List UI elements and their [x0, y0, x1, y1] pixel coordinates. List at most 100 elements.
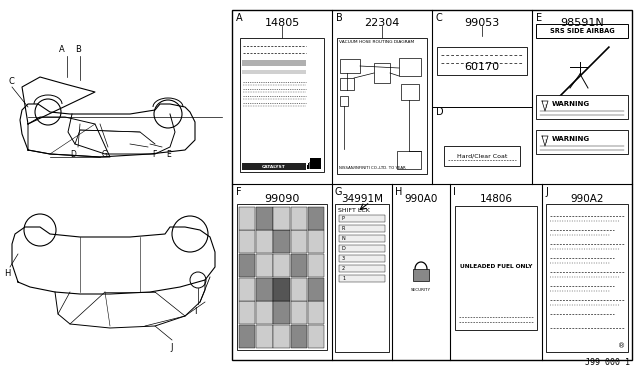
Text: SHIFT LCK: SHIFT LCK: [338, 208, 370, 213]
Text: 22304: 22304: [364, 18, 400, 28]
Bar: [308, 278, 324, 301]
Bar: [239, 231, 255, 253]
Circle shape: [377, 77, 383, 83]
Text: 990A2: 990A2: [570, 194, 604, 204]
Bar: [273, 207, 290, 230]
Text: H: H: [4, 269, 10, 278]
Text: 99053: 99053: [465, 18, 500, 28]
Bar: [291, 278, 307, 301]
Bar: [232, 10, 632, 360]
Text: C: C: [8, 77, 14, 86]
Bar: [310, 158, 321, 169]
Text: H: H: [395, 187, 403, 197]
Bar: [339, 235, 385, 242]
Bar: [237, 204, 327, 350]
Text: WARNING: WARNING: [552, 136, 590, 142]
Bar: [291, 207, 307, 230]
Bar: [399, 58, 421, 76]
Bar: [242, 70, 306, 74]
Bar: [256, 207, 273, 230]
Circle shape: [419, 273, 424, 278]
Text: 2: 2: [342, 266, 345, 271]
Text: WARNING: WARNING: [552, 101, 590, 107]
Text: J: J: [171, 343, 173, 352]
Bar: [273, 325, 290, 348]
Text: E: E: [536, 13, 542, 23]
Text: 34991M: 34991M: [341, 194, 383, 204]
Bar: [339, 265, 385, 272]
Bar: [437, 47, 527, 75]
Text: SECURITY: SECURITY: [411, 288, 431, 292]
Bar: [291, 325, 307, 348]
Text: Hard/Clear Coat: Hard/Clear Coat: [457, 154, 507, 158]
Text: 99090: 99090: [264, 194, 300, 204]
Bar: [536, 130, 628, 154]
Text: E: E: [166, 150, 171, 159]
Bar: [308, 325, 324, 348]
Text: D: D: [436, 107, 444, 117]
Bar: [239, 325, 255, 348]
Text: 14806: 14806: [479, 194, 513, 204]
Bar: [256, 325, 273, 348]
Bar: [339, 275, 385, 282]
Text: 98591N: 98591N: [560, 18, 604, 28]
Text: C: C: [436, 13, 443, 23]
Bar: [239, 278, 255, 301]
Bar: [339, 225, 385, 232]
Bar: [337, 38, 427, 174]
Bar: [256, 301, 273, 324]
Text: B: B: [75, 45, 81, 54]
Text: 990A0: 990A0: [404, 194, 438, 204]
Text: 14805: 14805: [264, 18, 300, 28]
Bar: [546, 204, 628, 352]
Bar: [340, 96, 348, 106]
Bar: [291, 231, 307, 253]
Text: I: I: [453, 187, 456, 197]
Text: I: I: [194, 307, 196, 316]
Bar: [340, 78, 354, 90]
Text: G: G: [335, 187, 342, 197]
Text: SRS SIDE AIRBAG: SRS SIDE AIRBAG: [550, 28, 614, 34]
Bar: [239, 301, 255, 324]
Bar: [397, 151, 421, 169]
Bar: [239, 254, 255, 277]
Text: G: G: [102, 150, 108, 159]
Text: J99 000 1: J99 000 1: [585, 358, 630, 367]
Bar: [339, 255, 385, 262]
Bar: [401, 84, 419, 100]
Text: P: P: [342, 216, 345, 221]
Bar: [308, 254, 324, 277]
Bar: [374, 63, 390, 83]
Text: D: D: [342, 246, 346, 251]
Text: F: F: [152, 150, 156, 159]
Text: 1: 1: [342, 276, 345, 281]
Bar: [339, 245, 385, 252]
Bar: [239, 207, 255, 230]
Circle shape: [397, 248, 445, 296]
Bar: [335, 204, 389, 352]
Text: UNLEADED FUEL ONLY: UNLEADED FUEL ONLY: [460, 263, 532, 269]
Bar: [242, 60, 306, 66]
Text: R: R: [342, 226, 346, 231]
Text: CATALYST: CATALYST: [262, 164, 286, 169]
Text: !: !: [544, 138, 546, 144]
Bar: [308, 231, 324, 253]
Bar: [340, 59, 360, 73]
Bar: [291, 301, 307, 324]
Text: NISSAN/INFINITI CO.,LTD. TO YEAR: NISSAN/INFINITI CO.,LTD. TO YEAR: [339, 166, 406, 170]
Text: VACUUM HOSE ROUTING DIAGRAM: VACUUM HOSE ROUTING DIAGRAM: [339, 40, 414, 44]
Bar: [536, 24, 628, 38]
Text: A: A: [236, 13, 243, 23]
Text: B: B: [336, 13, 343, 23]
Text: !: !: [544, 103, 546, 109]
Bar: [273, 254, 290, 277]
Bar: [308, 207, 324, 230]
Bar: [273, 301, 290, 324]
Text: 3: 3: [342, 256, 345, 261]
Text: D: D: [70, 150, 76, 159]
Bar: [308, 301, 324, 324]
Bar: [339, 215, 385, 222]
Bar: [242, 163, 306, 170]
Bar: [413, 269, 429, 281]
Text: J: J: [545, 187, 548, 197]
